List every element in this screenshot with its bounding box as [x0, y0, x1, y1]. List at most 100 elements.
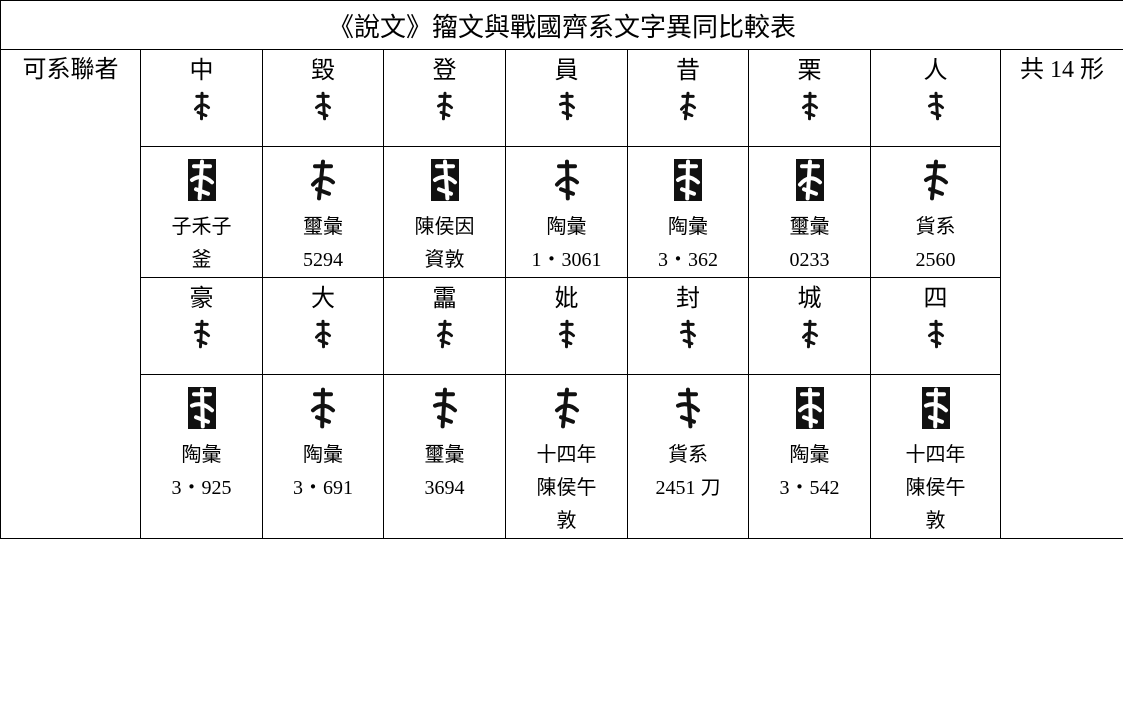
- source-text: 陶彙: [181, 444, 222, 466]
- glyph-image: [193, 91, 210, 121]
- source-text: 陳侯因: [414, 216, 475, 238]
- glyph-image: [923, 159, 948, 201]
- character: 栗: [797, 58, 822, 84]
- char-cell: 大: [262, 277, 384, 375]
- glyph-image: [187, 387, 216, 429]
- source-text: 璽彙: [424, 444, 465, 466]
- char-cell: 人: [870, 49, 1001, 147]
- source-cell: 十四年 陳侯午敦: [505, 374, 628, 539]
- source-text: 3694: [424, 477, 465, 499]
- character: 四: [923, 286, 948, 312]
- source-cell: 陶彙 1・3061: [505, 146, 628, 278]
- character: 毀: [311, 58, 335, 84]
- source-text: 璽彙: [303, 216, 343, 238]
- source-text: 3・925: [171, 477, 232, 499]
- character: 豪: [189, 286, 214, 312]
- source-text: 陶彙: [303, 444, 343, 466]
- source-text: 陳侯午: [536, 477, 597, 499]
- source-cell: 陶彙 3・542: [748, 374, 871, 539]
- char-cell: 城: [748, 277, 871, 375]
- char-cell: 栗: [748, 49, 871, 147]
- source-text: 敦: [925, 510, 946, 532]
- glyph-image: [795, 387, 824, 429]
- source-text: 貨系: [915, 216, 956, 238]
- source-text: 陶彙: [546, 216, 587, 238]
- source-text: 2451 刀: [655, 477, 721, 499]
- source-text: 十四年: [536, 444, 597, 466]
- source-row: 陶彙 3・925 陶彙 3・691 璽彙 3694 十四年 陳侯午敦 貨系 2451 刀 陶彙 3・5…: [1, 374, 1123, 539]
- char-cell: 昔: [627, 49, 749, 147]
- glyph-image: [311, 387, 335, 429]
- char-cell: 封: [627, 277, 749, 375]
- source-cell: 璽彙 3694: [383, 374, 506, 539]
- glyph-image: [430, 159, 459, 201]
- glyph-image: [676, 387, 700, 429]
- source-text: 3・362: [658, 249, 718, 271]
- source-cell: 十四年 陳侯午敦: [870, 374, 1001, 539]
- character: 中: [189, 58, 214, 84]
- character: 妣: [554, 286, 579, 312]
- table-title: 《說文》籀文與戰國齊系文字異同比較表: [0, 0, 1123, 50]
- char-cell: 四: [870, 277, 1001, 375]
- source-text: 陶彙: [789, 444, 830, 466]
- source-text: 敦: [556, 510, 577, 532]
- source-cell: 陶彙 3・925: [140, 374, 263, 539]
- glyph-image: [921, 387, 950, 429]
- glyph-image: [674, 159, 702, 201]
- character: 登: [432, 58, 457, 84]
- right-label: 共 14 形: [999, 49, 1123, 539]
- glyph-image: [436, 319, 453, 349]
- character: 人: [923, 58, 948, 84]
- source-cell: 陶彙 3・691: [262, 374, 384, 539]
- source-text: 0233: [789, 249, 830, 271]
- source-text: 璽彙: [789, 216, 830, 238]
- character: 封: [676, 286, 700, 312]
- source-text: 3・542: [779, 477, 840, 499]
- char-cell: 豪: [140, 277, 263, 375]
- source-cell: 陳侯因 資敦: [383, 146, 506, 278]
- source-text: 十四年: [905, 444, 966, 466]
- glyph-image: [927, 91, 944, 121]
- glyph-image: [311, 159, 335, 201]
- glyph-image: [801, 319, 818, 349]
- glyph-image: [680, 319, 696, 349]
- character: 大: [311, 286, 335, 312]
- source-text: 陳侯午: [905, 477, 966, 499]
- source-text: 2560: [915, 249, 956, 271]
- source-cell: 貨系 2451 刀: [627, 374, 749, 539]
- source-text: 3・691: [293, 477, 353, 499]
- glyph-image: [927, 319, 944, 349]
- left-label: 可系聯者: [0, 49, 141, 539]
- char-cell: 妣: [505, 277, 628, 375]
- char-cell: 登: [383, 49, 506, 147]
- source-cell: 璽彙 0233: [748, 146, 871, 278]
- source-text: 5294: [303, 249, 343, 271]
- source-text: 子禾子: [171, 216, 232, 238]
- glyph-image: [558, 319, 575, 349]
- glyph-image: [436, 91, 453, 121]
- source-row: 子禾子釜璽彙 5294 陳侯因 資敦 陶彙 1・3061 陶彙 3・362 璽彙 0233 貨系 25…: [1, 146, 1123, 278]
- comparison-table: 《說文》籀文與戰國齊系文字異同比較表 可系聯者 中 毀 登 員 昔 栗 人 共 14 形 子禾子釜…: [0, 0, 1123, 539]
- glyph-image: [795, 159, 824, 201]
- char-cell: 中: [140, 49, 263, 147]
- source-cell: 陶彙 3・362: [627, 146, 749, 278]
- glyph-image: [315, 91, 331, 121]
- character: 昔: [676, 58, 700, 84]
- source-cell: 貨系 2560: [870, 146, 1001, 278]
- char-row: 可系聯者 中 毀 登 員 昔 栗 人 共 14 形: [0, 49, 1123, 539]
- glyph-image: [315, 319, 331, 349]
- char-row: 豪大靁妣封城四: [1, 277, 1123, 375]
- source-text: 1・3061: [531, 249, 602, 271]
- source-text: 釜: [191, 249, 212, 271]
- character: 城: [797, 286, 822, 312]
- char-cell: 靁: [383, 277, 506, 375]
- char-cell: 員: [505, 49, 628, 147]
- source-text: 資敦: [424, 249, 465, 271]
- glyph-image: [558, 91, 575, 121]
- glyph-image: [554, 387, 579, 429]
- glyph-image: [432, 387, 457, 429]
- character: 員: [554, 58, 579, 84]
- character: 靁: [432, 286, 457, 312]
- source-text: 陶彙: [668, 216, 708, 238]
